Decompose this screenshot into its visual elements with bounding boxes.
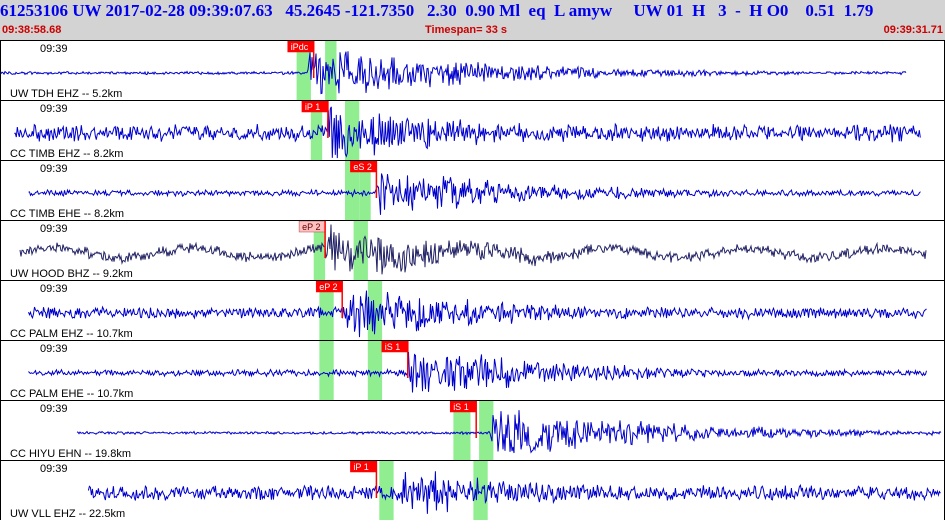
phase-pick-label: iS 1 [385,342,401,352]
phase-pick-label: iP 1 [353,462,368,472]
panel-frame [0,220,945,281]
phase-window [345,101,360,160]
time-tick-label: 09:39 [40,103,68,115]
phase-pick-label: eP 2 [302,222,320,232]
channel-panel[interactable]: eP 2 09:39 UW HOOD BHZ -- 9.2km [0,220,945,281]
phase-pick-label: iPdc [291,42,309,52]
phase-window [367,341,383,400]
time-tick-label: 09:39 [40,163,68,175]
waveform-trace [87,471,941,514]
channel-panel[interactable]: iP 1 09:39 CC TIMB EHZ -- 8.2km [0,100,945,161]
phase-window [296,41,311,100]
time-tick-label: 09:39 [40,463,68,475]
time-tick-label: 09:39 [40,43,68,55]
panel-frame [0,280,945,341]
waveform-trace [19,224,927,275]
phase-pick-label: iP 1 [305,102,320,112]
channel-panel[interactable]: eS 2 09:39 CC TIMB EHE -- 8.2km [0,160,945,221]
channel-label: CC PALM EHE -- 10.7km [10,388,133,400]
channel-label: CC TIMB EHZ -- 8.2km [10,148,123,160]
channel-label: CC PALM EHZ -- 10.7km [10,328,133,340]
channel-label: UW TDH EHZ -- 5.2km [10,88,122,100]
time-tick-label: 09:39 [40,223,68,235]
channel-label: CC HIYU EHN -- 19.8km [10,448,131,460]
phase-window [345,161,360,220]
start-time-label: 09:38:58.68 [2,24,62,36]
end-time-label: 09:39:31.71 [883,24,943,36]
timespan-label: Timespan= 33 s [425,24,508,36]
channel-panel[interactable]: iP 1 09:39 UW VLL EHZ -- 22.5km [0,460,945,520]
phase-window [479,401,494,460]
header-bar: 61253106 UW 2017-02-28 09:39:07.63 45.26… [0,0,945,40]
phase-pick-label: eS 2 [353,162,372,172]
panel-frame [0,160,945,221]
phase-window [473,461,488,520]
phase-window [359,161,371,220]
channel-panel[interactable]: iS 1 09:39 CC HIYU EHN -- 19.8km [0,400,945,461]
time-tick-label: 09:39 [40,343,68,355]
waveform-trace [76,410,942,454]
phase-pick-label: eP 2 [319,282,337,292]
channel-label: UW VLL EHZ -- 22.5km [10,508,125,520]
phase-window [367,281,383,340]
channel-panel[interactable]: eP 2 09:39 CC PALM EHZ -- 10.7km [0,280,945,341]
waveform-trace [0,51,907,95]
time-tick-label: 09:39 [40,283,68,295]
phase-window [319,281,334,340]
waveform-trace [28,173,921,215]
phase-window [310,101,323,160]
event-summary-title: 61253106 UW 2017-02-28 09:39:07.63 45.26… [0,1,874,20]
phase-pick-label: iS 1 [453,402,469,412]
waveform-trace [14,106,921,159]
phase-window [319,341,334,400]
seismogram-panel[interactable]: iPdc 09:39 UW TDH EHZ -- 5.2km iP 1 09:39 CC … [0,40,945,520]
time-tick-label: 09:39 [40,403,68,415]
waveform-trace [28,351,927,393]
phase-window [379,461,394,520]
channel-label: CC TIMB EHE -- 8.2km [10,208,124,220]
channel-panel[interactable]: iS 1 09:39 CC PALM EHE -- 10.7km [0,340,945,401]
phase-window [453,401,471,460]
phase-window [313,221,326,280]
channel-panel[interactable]: iPdc 09:39 UW TDH EHZ -- 5.2km [0,40,945,101]
waveform-trace [28,290,927,338]
channel-label: UW HOOD BHZ -- 9.2km [10,268,133,280]
